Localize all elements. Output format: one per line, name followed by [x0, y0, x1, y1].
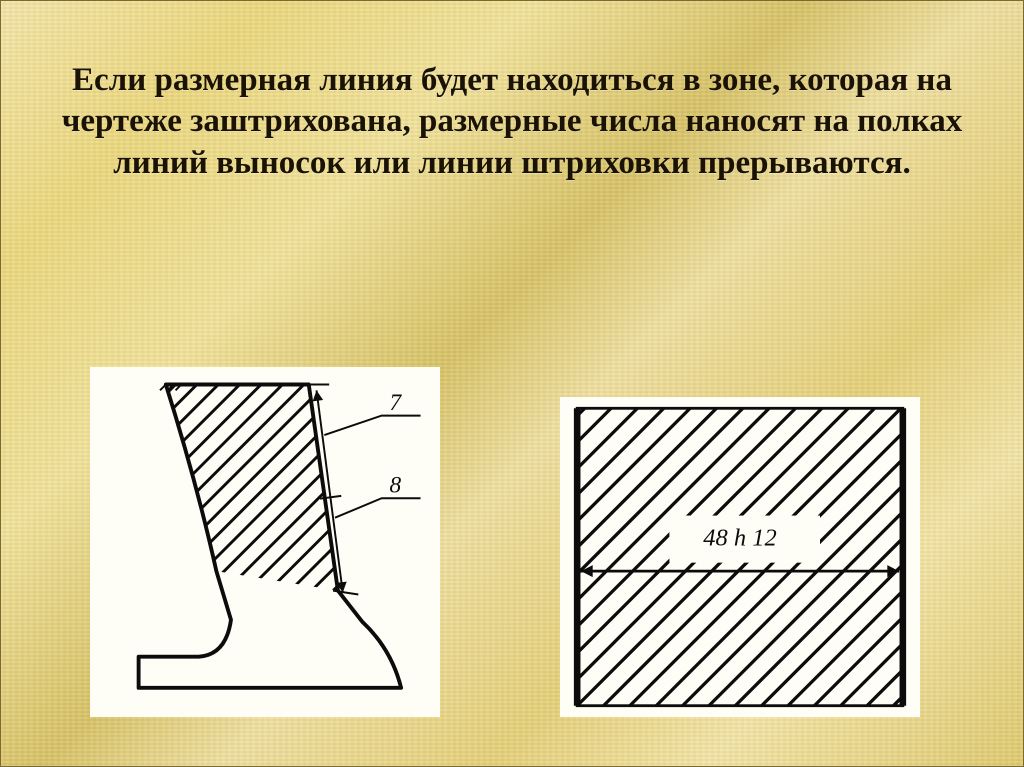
left-figure: 78: [90, 367, 440, 717]
left-figure-svg: 78: [90, 367, 440, 717]
callout-label: 7: [389, 390, 402, 416]
right-figure: 48 h 12: [560, 397, 920, 717]
slide-title: Если размерная линия будет находиться в …: [30, 60, 994, 184]
callout-label: 8: [389, 472, 401, 498]
dimension-text: 48 h 12: [703, 525, 776, 552]
right-figure-svg: 48 h 12: [560, 397, 920, 717]
slide: Если размерная линия будет находиться в …: [0, 0, 1024, 767]
diagram-area: 78 48 h 12: [90, 347, 950, 717]
